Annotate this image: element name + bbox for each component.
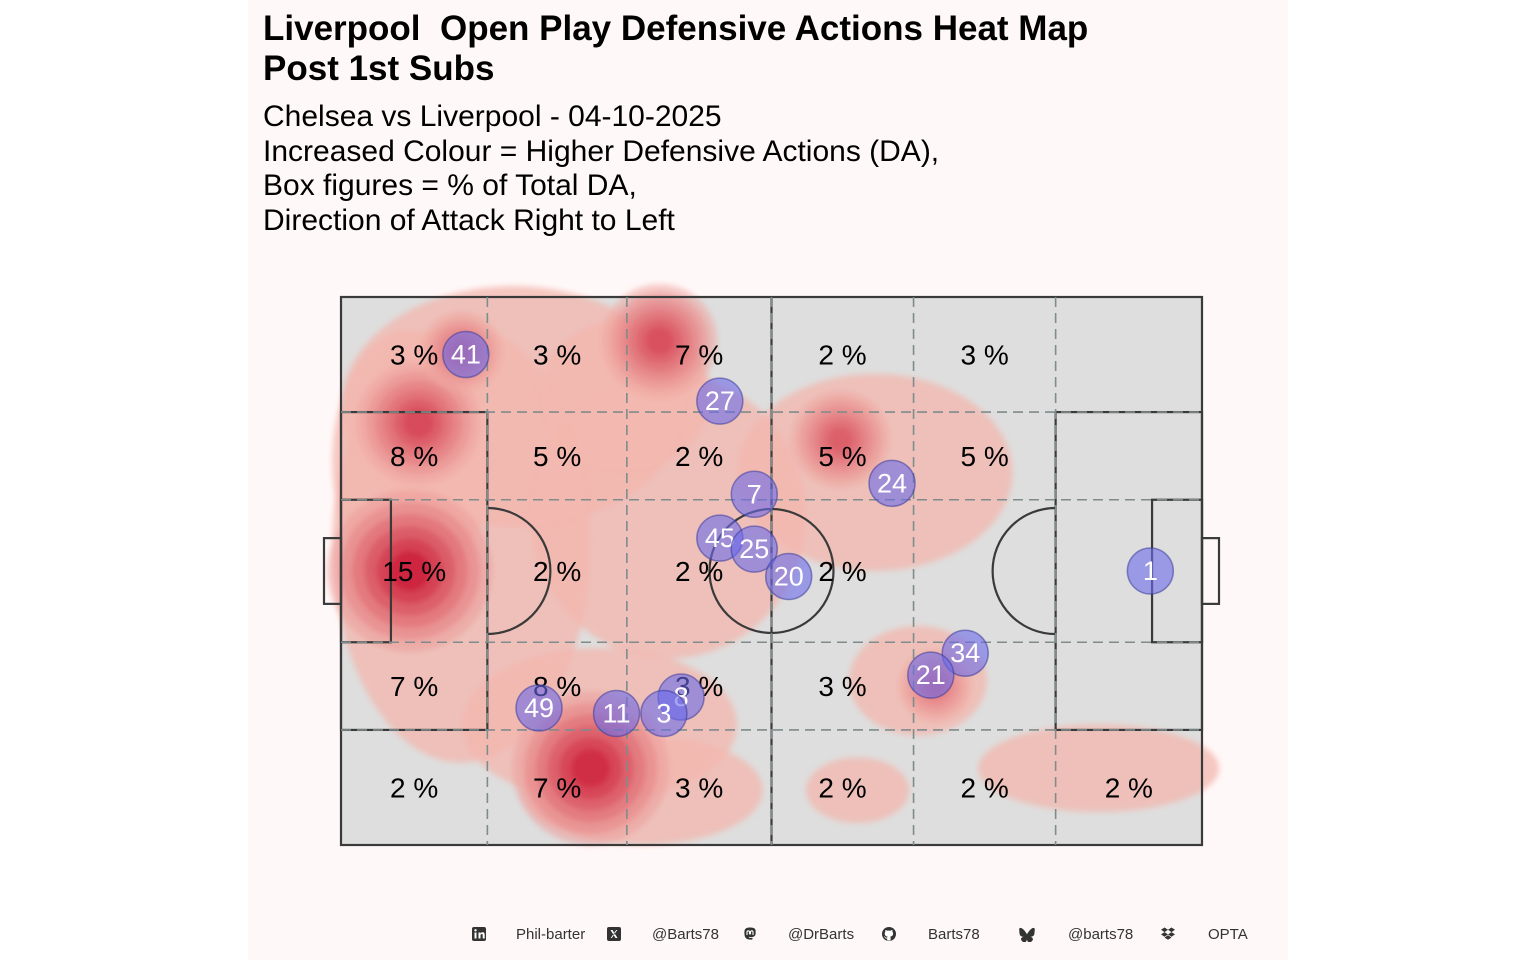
player-number: 27: [705, 386, 735, 416]
caption-bar: Phil-barter @Barts78 @DrBarts Barts78 @b…: [0, 922, 1536, 950]
github-icon: [882, 927, 896, 941]
zone-percent-label: 15 %: [382, 556, 446, 587]
player-number: 3: [656, 698, 671, 728]
zone-percent-label: 3 %: [390, 340, 438, 371]
caption-x: @Barts78: [652, 926, 719, 943]
player-number: 41: [451, 340, 481, 370]
player-marker: 3: [640, 689, 688, 738]
mastodon-icon: [744, 927, 756, 940]
dropbox-icon: [1161, 927, 1175, 940]
density-contour: [644, 326, 675, 356]
subtitle-line-3: Box figures = % of Total DA,: [263, 169, 637, 202]
player-number: 45: [705, 523, 735, 553]
zone-percent-label: 3 %: [675, 772, 723, 803]
density-wash: [530, 373, 806, 659]
chart-subtitle: Chelsea vs Liverpool - 04-10-2025 Increa…: [263, 100, 939, 238]
caption-bluesky: @barts78: [1068, 926, 1134, 943]
x-icon: [607, 927, 621, 941]
player-number: 24: [877, 468, 907, 498]
chart-title-line-1: Liverpool Open Play Defensive Actions He…: [263, 9, 1089, 48]
player-circle: [640, 689, 688, 738]
player-marker: 11: [592, 689, 641, 738]
density-contour: [570, 748, 611, 788]
player-circle: [1126, 547, 1175, 595]
zone-percent-label: 2 %: [533, 556, 581, 587]
zone-percent-label: 2 %: [818, 556, 866, 587]
player-circle: [730, 470, 779, 519]
linkedin-icon: [472, 927, 486, 941]
player-number: 7: [747, 479, 762, 509]
subtitle-line-4: Direction of Attack Right to Left: [263, 203, 675, 237]
player-marker: 25: [730, 525, 779, 573]
zone-percent-label: 3 %: [960, 340, 1008, 371]
player-marker: 24: [868, 459, 916, 508]
player-marker: 1: [1126, 547, 1175, 595]
chart-title: Liverpool Open Play Defensive Actions He…: [263, 9, 1088, 89]
player-marker: 27: [696, 377, 744, 425]
density-contour: [402, 407, 435, 439]
zone-percent-label: 7 %: [533, 772, 581, 803]
player-number: 34: [950, 638, 980, 668]
player-circle: [868, 459, 916, 508]
player-number: 49: [524, 693, 554, 723]
zone-percent-label: 2 %: [818, 340, 866, 371]
density-contour: [389, 550, 431, 592]
player-marker: 49: [515, 684, 563, 732]
zone-percent-label: 2 %: [390, 772, 438, 803]
caption-source: OPTA: [1208, 926, 1248, 943]
player-circle: [515, 684, 563, 732]
zone-percent-label: 3 %: [818, 671, 866, 702]
bluesky-icon: [1019, 927, 1035, 942]
zone-percent-label: 7 %: [675, 340, 723, 371]
zone-percent-label: 7 %: [390, 671, 438, 702]
zone-percent-label: 5 %: [818, 441, 866, 472]
right-goal: [1200, 537, 1221, 605]
subtitle-line-1: Chelsea vs Liverpool - 04-10-2025: [263, 100, 722, 133]
zone-percent-label: 2 %: [818, 772, 866, 803]
player-circle: [730, 525, 779, 573]
player-circle: [592, 689, 641, 738]
caption-linkedin: Phil-barter: [516, 926, 586, 943]
player-circle: [907, 651, 955, 699]
density-wash: [805, 757, 910, 824]
player-marker: 20: [764, 552, 813, 601]
zone-percent-label: 3 %: [533, 340, 581, 371]
player-number: 11: [603, 698, 631, 728]
player-number: 21: [916, 660, 946, 690]
player-marker: 21: [907, 651, 955, 699]
player-number: 1: [1143, 556, 1158, 586]
caption-mastodon: @DrBarts: [788, 926, 855, 943]
caption-github: Barts78: [928, 926, 980, 943]
player-circle: [696, 377, 744, 425]
density-wash: [978, 724, 1220, 813]
right-penalty-arc: [991, 506, 1056, 636]
player-circle: [941, 629, 989, 677]
zone-percent-label: 2 %: [675, 441, 723, 472]
player-marker: 41: [442, 330, 490, 379]
zone-percent-label: 8 %: [390, 441, 438, 472]
zone-percent-label: 2 %: [960, 772, 1008, 803]
player-marker: 34: [941, 629, 989, 677]
player-marker: 7: [730, 470, 779, 519]
zone-percent-label: 5 %: [533, 441, 581, 472]
density-contour: [827, 427, 853, 452]
subtitle-line-2: Increased Colour = Higher Defensive Acti…: [263, 134, 940, 168]
player-number: 25: [739, 534, 769, 564]
zone-percent-label: 2 %: [1105, 772, 1153, 803]
left-goal: [322, 537, 343, 605]
left-penalty-arc: [487, 506, 552, 636]
zone-percent-labels: 3 % 3 % 7 % 2 % 3 % 8 % 5 % 2 % 5 % 5 % 15 % 2 % 2 %…: [382, 340, 1153, 804]
player-number: 20: [774, 561, 804, 591]
player-circle: [442, 330, 490, 379]
player-circle: [764, 552, 813, 601]
zone-percent-label: 5 %: [960, 441, 1008, 472]
chart-title-line-2: Post 1st Subs: [263, 49, 495, 88]
